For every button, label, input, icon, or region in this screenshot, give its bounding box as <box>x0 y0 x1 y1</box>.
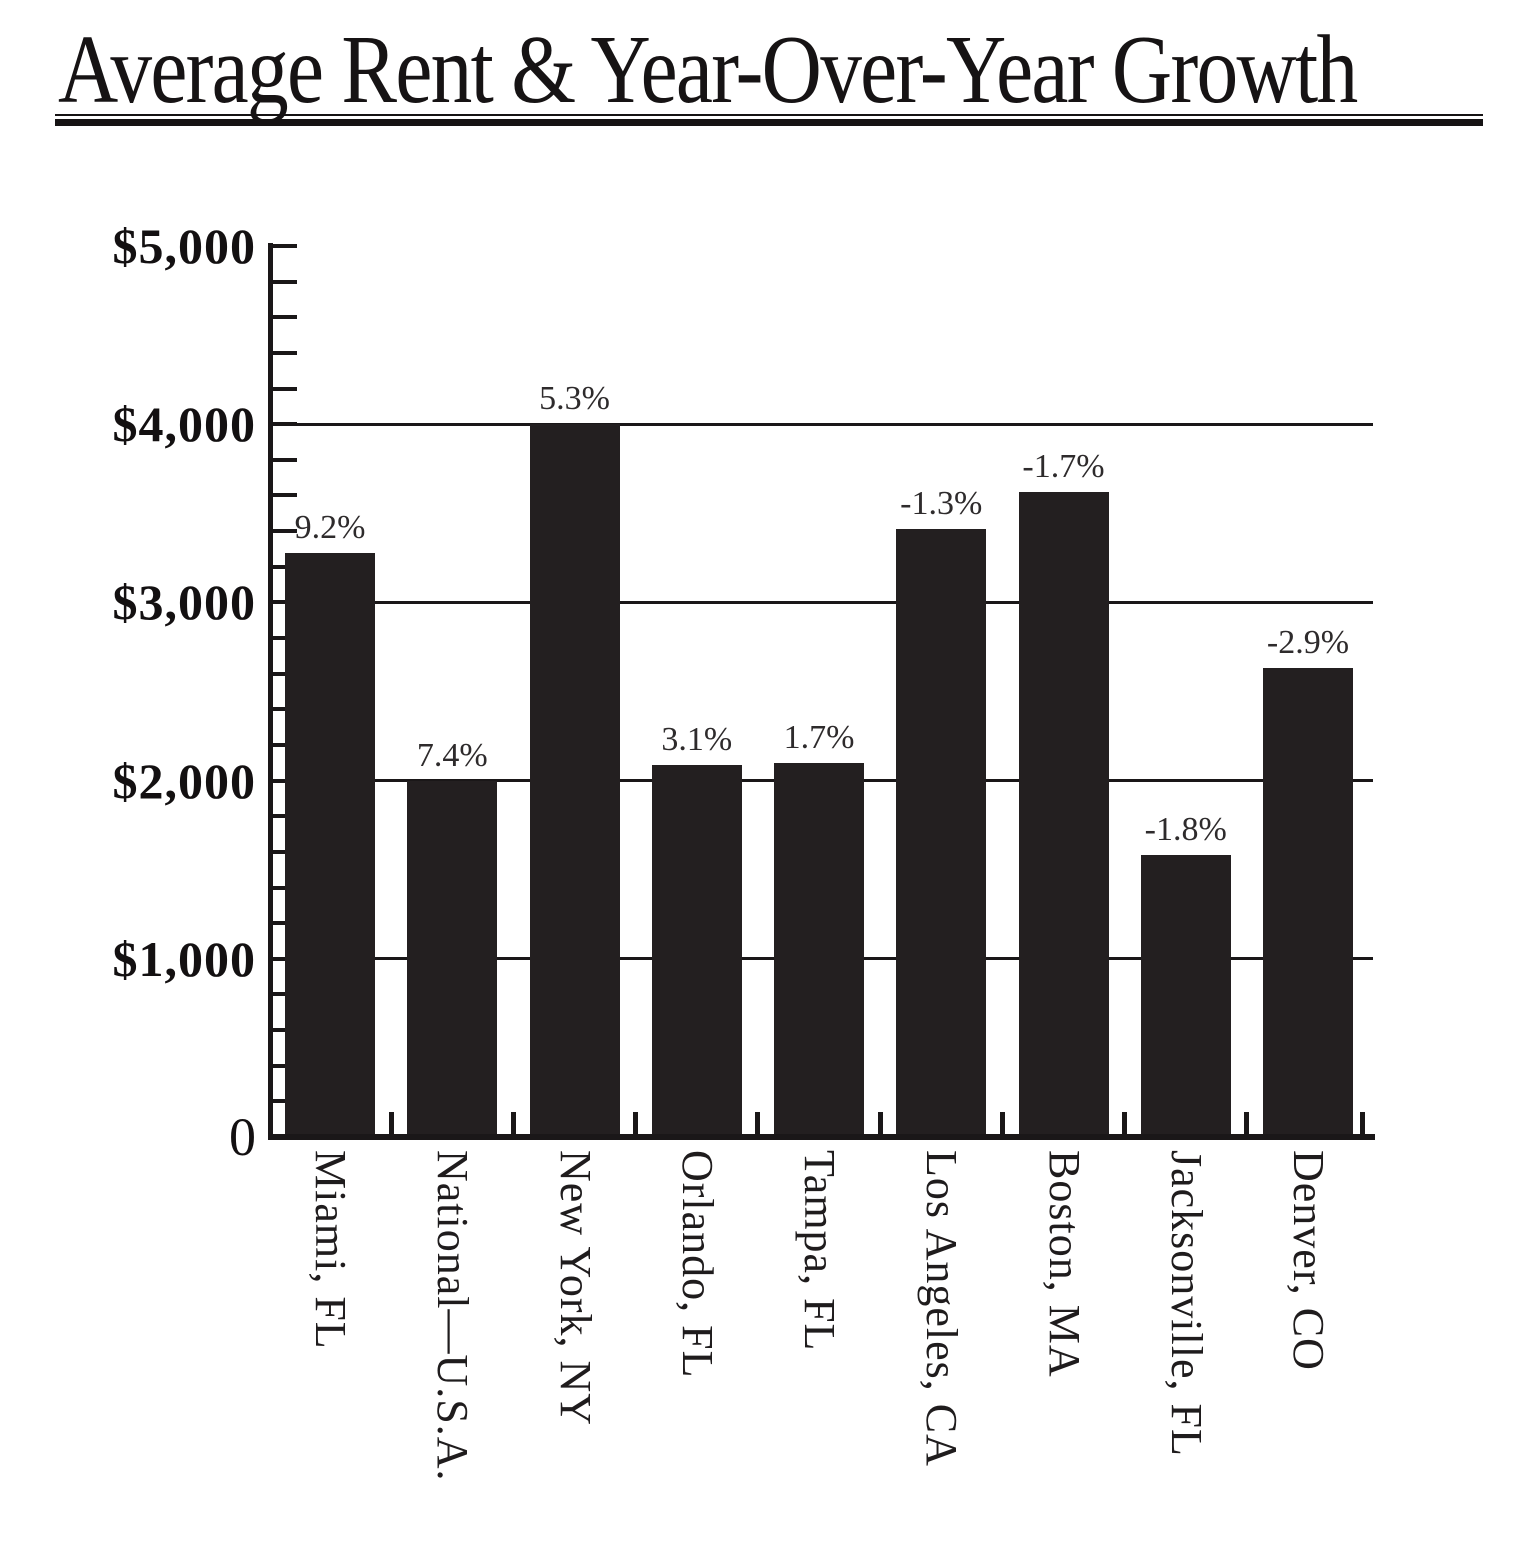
y-axis-line <box>268 243 273 1140</box>
y-axis-tick <box>271 244 297 248</box>
y-axis-tick <box>271 814 297 819</box>
x-axis-tick <box>999 1112 1005 1137</box>
bar-boston-ma <box>1018 491 1109 1140</box>
gridline-3000 <box>271 600 1373 604</box>
y-axis-tick <box>271 386 297 391</box>
y-axis-tick <box>271 1063 297 1068</box>
x-category-label: Boston, MA <box>1039 1150 1089 1378</box>
y-axis-tick <box>271 564 297 569</box>
y-axis-tick <box>271 671 297 676</box>
y-axis-tick <box>271 742 297 747</box>
y-axis-tick <box>271 636 297 641</box>
growth-label: -2.9% <box>1266 624 1350 662</box>
y-tick-label-4000: $4,000 <box>112 396 256 453</box>
y-tick-label-2000: $2,000 <box>112 752 256 809</box>
x-axis-tick-end <box>1360 1112 1365 1137</box>
x-axis-tick <box>388 1112 394 1137</box>
y-axis-tick <box>271 778 297 783</box>
y-axis-tick <box>271 885 297 890</box>
x-axis-tick <box>510 1112 516 1137</box>
x-category-label: Jacksonville, FL <box>1161 1150 1211 1457</box>
y-axis-tick <box>271 849 297 854</box>
x-category-label: National—U.S.A. <box>428 1150 478 1482</box>
growth-label: 7.4% <box>416 736 488 774</box>
growth-label: 3.1% <box>661 720 733 758</box>
x-axis-baseline <box>268 1134 1375 1140</box>
x-category-label: Miami, FL <box>306 1150 355 1350</box>
y-tick-label-1000: $1,000 <box>112 930 256 987</box>
gridline-4000 <box>271 422 1373 426</box>
bar-jacksonville-fl <box>1140 855 1231 1140</box>
y-axis-tick <box>271 921 297 926</box>
x-category-label: Denver, CO <box>1284 1150 1333 1371</box>
y-axis-tick <box>271 422 297 427</box>
x-category-label: Orlando, FL <box>672 1150 722 1379</box>
y-tick-label-3000: $3,000 <box>112 574 256 631</box>
growth-label: 5.3% <box>539 380 610 418</box>
bar-tampa-fl <box>774 762 864 1140</box>
y-axis-tick <box>271 992 297 997</box>
y-axis-tick <box>271 956 297 961</box>
bar-national-u-s-a <box>407 780 498 1140</box>
y-axis-tick <box>271 279 297 284</box>
y-axis-tick <box>271 1099 297 1104</box>
y-axis-tick <box>271 493 297 498</box>
y-axis-tick <box>271 600 297 605</box>
y-axis-tick <box>271 315 297 320</box>
x-category-label: New York, NY <box>550 1150 600 1427</box>
y-tick-label-0: 0 <box>229 1107 256 1167</box>
y-axis-tick <box>271 529 297 534</box>
y-axis-tick <box>271 1028 297 1033</box>
title-underline-rule <box>55 114 1483 126</box>
x-category-label: Los Angeles, CA <box>917 1150 967 1467</box>
chart-title: Average Rent & Year-Over-Year Growth <box>58 16 1358 123</box>
y-tick-label-5000: $5,000 <box>112 218 256 274</box>
growth-label: -1.3% <box>900 485 983 523</box>
x-axis-tick <box>755 1112 761 1137</box>
growth-label: -1.8% <box>1144 811 1227 849</box>
x-axis-tick <box>633 1112 639 1137</box>
growth-label: 1.7% <box>783 718 855 756</box>
bar-miami-fl <box>285 552 375 1140</box>
x-category-label: Tampa, FL <box>795 1150 844 1352</box>
y-axis-tick <box>271 707 297 712</box>
bar-denver-co <box>1263 668 1353 1140</box>
bar-orlando-fl <box>651 764 742 1140</box>
growth-label: -1.7% <box>1022 447 1105 485</box>
bar-new-york-ny <box>529 424 620 1140</box>
y-axis-tick <box>271 350 297 355</box>
x-axis-tick <box>1122 1112 1128 1137</box>
y-axis-tick <box>271 457 297 462</box>
x-axis-tick <box>1244 1112 1250 1137</box>
x-axis-tick <box>877 1112 883 1137</box>
growth-label: 9.2% <box>294 508 366 546</box>
bar-los-angeles-ca <box>896 529 987 1140</box>
